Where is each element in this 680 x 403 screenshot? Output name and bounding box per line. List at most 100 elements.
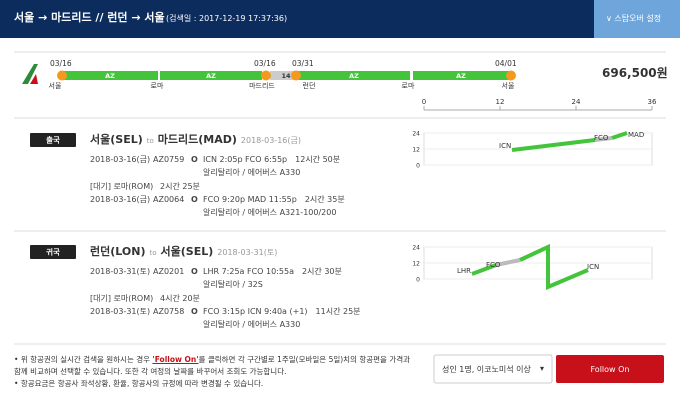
axis-tick-label: 36 xyxy=(648,98,657,106)
stopover-button[interactable]: ∨ 스탑오버 설정 xyxy=(606,14,662,23)
note: • 항공요금은 항공사 좌석상황, 환율, 항공사의 규정에 따라 변경될 수 … xyxy=(14,379,264,388)
flight-line xyxy=(471,263,497,276)
mini-tick-label: 12 xyxy=(412,147,420,154)
badge xyxy=(30,133,76,147)
title-origin: 런던(LON) xyxy=(90,245,146,258)
duration: 2시간 35분 xyxy=(304,195,345,204)
carrier: 알리탈리아 / 32S xyxy=(203,280,263,289)
city-label: 로마 xyxy=(151,81,164,90)
flight-line xyxy=(511,138,596,152)
layover: [대기] 로마(ROM) xyxy=(90,182,154,191)
badge xyxy=(30,245,76,259)
flight: AZ0759 xyxy=(153,155,185,164)
row: 2018-03-16(금) AZ0759 O ICN 2:05p FCO 6:55p 1… xyxy=(90,155,348,165)
airport-label: ICN xyxy=(587,263,599,271)
city-label: 서울 xyxy=(49,81,62,90)
title-destination: 서울(SEL) xyxy=(160,245,214,258)
passenger-select[interactable] xyxy=(433,354,553,384)
carrier: 알리탈리아 / 에어버스 A321-100/200 xyxy=(203,208,337,217)
mini-tick-label: 0 xyxy=(416,277,420,284)
title-to: to xyxy=(146,137,154,145)
itinerary-title: 런던(LON) to 서울(SEL) 2018-03-31(토) xyxy=(90,245,278,258)
dot xyxy=(261,70,271,81)
stay-bar xyxy=(270,71,294,80)
price: 696,500원 xyxy=(602,66,668,80)
status: O xyxy=(191,195,198,204)
stay-days: 14 xyxy=(281,72,291,80)
flight-line xyxy=(519,243,589,291)
flight-line xyxy=(611,131,628,140)
note-text: 위 항공권의 실시간 검색을 원하시는 경우 xyxy=(20,355,153,364)
segment-label: AZ xyxy=(349,72,359,80)
segment-label: AZ xyxy=(206,72,216,80)
notes: • 위 항공권의 실시간 검색을 원하시는 경우 'Follow On'를 클릭… xyxy=(14,354,414,390)
mini-tick-label: 0 xyxy=(416,163,420,170)
duration: 2시간 25분 xyxy=(160,182,200,191)
badge-text: 출국 xyxy=(46,135,60,145)
duration: 11시간 25분 xyxy=(315,307,361,316)
airport-label: MAD xyxy=(628,131,644,139)
route: FCO 9:20p MAD 11:55p xyxy=(203,195,297,204)
city-label: 런던 xyxy=(303,81,316,90)
row: 2018-03-31(토) AZ0201 O LHR 7:25a FCO 10:55a… xyxy=(90,267,350,277)
mini-tick-label: 24 xyxy=(412,245,420,252)
route: LHR 7:25a FCO 10:55a xyxy=(203,267,294,276)
city-label: 서울 xyxy=(502,81,515,90)
carrier: 알리탈리아 / 에어버스 A330 xyxy=(203,168,301,177)
layover-line xyxy=(495,258,521,267)
axis-tick-label: 12 xyxy=(496,98,505,106)
title-date: 2018-03-31(토) xyxy=(217,248,278,257)
dot xyxy=(506,70,516,81)
segment-bar xyxy=(160,71,262,80)
row: 2018-03-31(토) AZ0758 O FCO 3:15p ICN 9:40a … xyxy=(90,307,369,317)
date: 2018-03-16(금) xyxy=(90,155,151,164)
status: O xyxy=(191,155,198,164)
select-arrow: ▾ xyxy=(540,364,545,373)
duration: 2시간 30분 xyxy=(301,267,342,276)
airport-label: LHR xyxy=(457,267,471,275)
date: 2018-03-31(토) xyxy=(90,307,151,316)
note-text: 항공요금은 항공사 좌석상황, 환율, 항공사의 규정에 따라 변경될 수 있습… xyxy=(20,379,264,388)
layover: [대기] 로마(ROM) xyxy=(90,294,154,303)
layover-line xyxy=(594,136,613,142)
flight: AZ0201 xyxy=(153,267,185,276)
axis-tick-label: 24 xyxy=(572,98,581,106)
date: 2018-03-16(금) xyxy=(90,195,151,204)
axis-tick-label: 0 xyxy=(422,98,426,106)
date-label: 03/16 xyxy=(254,59,276,68)
duration: 4시간 20분 xyxy=(160,294,200,303)
route: ICN 2:05p FCO 6:55p xyxy=(203,155,288,164)
segment-label: AZ xyxy=(105,72,115,80)
airline-logo xyxy=(22,64,38,84)
follow-on-text[interactable]: Follow On xyxy=(590,365,630,374)
title-date: 2018-03-16(금) xyxy=(240,136,302,145)
note-text: 를 클릭하면 각 구간별로 1주일(모바일은 5일)치의 항공편을 가격과 함께… xyxy=(14,355,411,376)
duration: 12시간 50분 xyxy=(295,155,341,164)
city-label: 마드리드 xyxy=(249,81,275,90)
title-origin: 서울(SEL) xyxy=(90,133,143,146)
segment-bar xyxy=(298,71,410,80)
dot xyxy=(291,70,301,81)
row: [대기] 로마(ROM) 2시간 25분 xyxy=(90,182,208,192)
airport-label: ICN xyxy=(499,142,511,150)
status: O xyxy=(191,267,198,276)
note: • 위 항공권의 실시간 검색을 원하시는 경우 'Follow On'를 클릭… xyxy=(14,355,411,376)
header-title: 서울 → 마드리드 // 런던 → 서울 xyxy=(14,11,165,24)
segment-bar xyxy=(62,71,158,80)
row: 2018-03-16(금) AZ0064 O FCO 9:20p MAD 11:55p… xyxy=(90,195,353,205)
follow-on-link[interactable]: 'Follow On' xyxy=(152,355,199,364)
mini-tick-label: 24 xyxy=(412,131,420,138)
status: O xyxy=(191,307,198,316)
follow-on-button[interactable] xyxy=(556,355,664,383)
stopover-box[interactable] xyxy=(594,0,680,38)
passenger-select-text[interactable]: 성인 1명, 이코노미석 이상 xyxy=(442,365,531,374)
flight: AZ0064 xyxy=(153,195,185,204)
date-label: 04/01 xyxy=(495,59,517,68)
segment-label: AZ xyxy=(456,72,466,80)
segment-bar xyxy=(413,71,510,80)
mini-tick-label: 12 xyxy=(412,261,420,268)
date-label: 03/31 xyxy=(292,59,314,68)
search-date: (검색일 : 2017-12-19 17:37:36) xyxy=(166,14,288,23)
